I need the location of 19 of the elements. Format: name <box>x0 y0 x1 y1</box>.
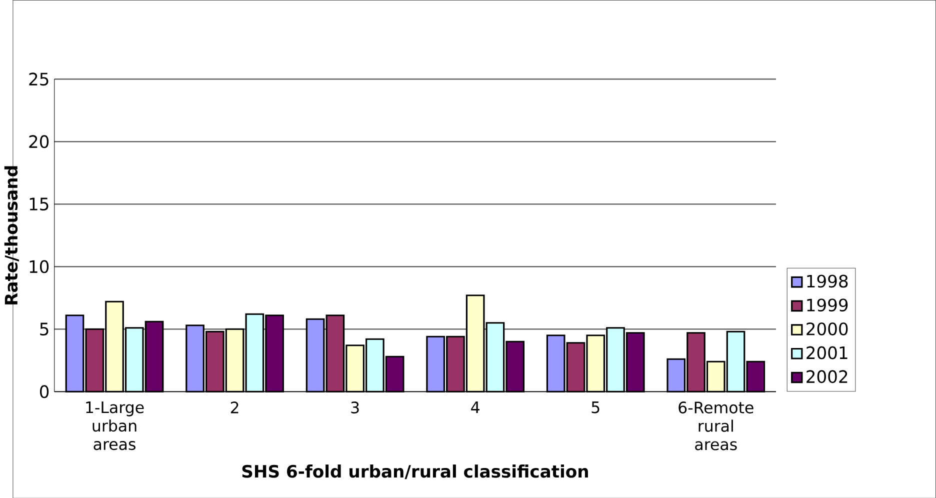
x-tick-label: 4 <box>471 401 480 413</box>
legend-label: 2002 <box>806 370 848 383</box>
legend-label: 1998 <box>807 274 848 288</box>
y-tick-label: 25 <box>29 72 48 86</box>
x-tick-label: 3 <box>351 401 359 414</box>
x-axis-title: SHS 6-fold urban/rural classification <box>242 464 588 479</box>
y-tick-label: 0 <box>40 384 49 398</box>
y-tick-label: 15 <box>30 198 48 210</box>
legend-label: 1999 <box>807 298 848 312</box>
y-tick-label: 20 <box>29 134 49 148</box>
legend-label: 2001 <box>806 346 848 360</box>
y-axis-title: Rate/thousand <box>4 166 19 304</box>
y-tick-label: 5 <box>40 322 48 336</box>
legend-label: 2000 <box>806 322 848 336</box>
x-tick-label: 5 <box>592 401 600 414</box>
y-tick-label: 10 <box>30 260 49 273</box>
x-tick-label: 6-Remote rural areas <box>678 401 754 450</box>
x-tick-label: 2 <box>230 401 238 414</box>
x-tick-label: 1-Large urban areas <box>86 401 144 450</box>
